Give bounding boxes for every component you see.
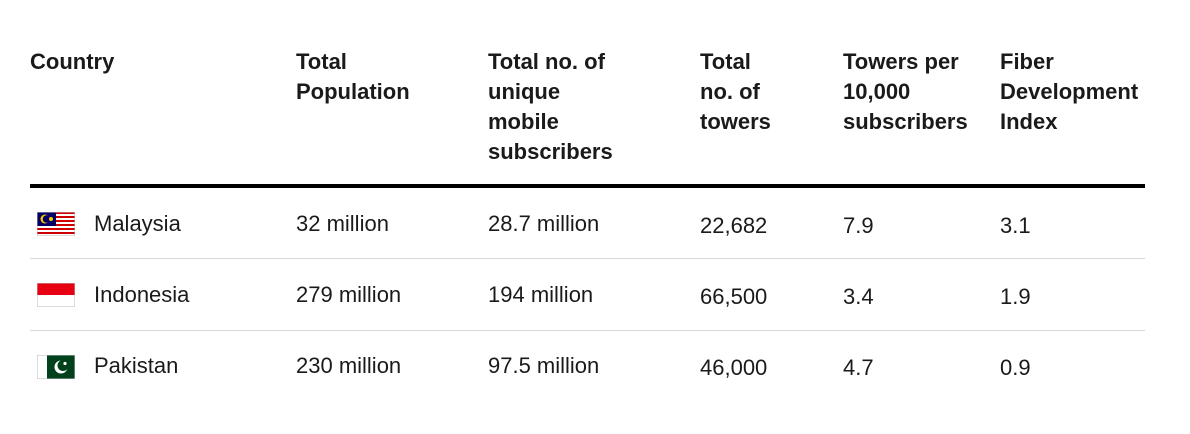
row-divider	[30, 258, 1145, 259]
table-cell: 97.5 million	[488, 353, 600, 378]
column-header: Country	[30, 49, 115, 74]
column-header: Fiber Development Index	[1000, 49, 1139, 134]
column-header: Towers per 10,000 subscribers	[843, 49, 968, 134]
country-name: Pakistan	[94, 353, 179, 378]
flag-pakistan	[37, 355, 75, 379]
column-header: Total no. of towers	[700, 49, 771, 134]
table-cell: 7.9	[843, 213, 874, 238]
table-cell: 4.7	[843, 355, 874, 380]
table-cell: 66,500	[700, 284, 768, 309]
column-header: Total Population	[296, 49, 410, 104]
flag-malaysia	[37, 212, 75, 236]
flag-indonesia	[37, 283, 75, 307]
table-cell: 46,000	[700, 355, 768, 380]
country-name: Indonesia	[94, 282, 190, 307]
header-rule	[30, 184, 1145, 188]
table-cell: 3.4	[843, 284, 874, 309]
table-cell: 28.7 million	[488, 211, 600, 236]
table-cell: 3.1	[1000, 213, 1031, 238]
table-cell: 32 million	[296, 211, 389, 236]
column-header: Total no. of unique mobile subscribers	[488, 49, 613, 164]
table-cell: 230 million	[296, 353, 402, 378]
table-cell: 279 million	[296, 282, 402, 307]
table-cell: 194 million	[488, 282, 594, 307]
country-name: Malaysia	[94, 211, 181, 236]
table-cell: 22,682	[700, 213, 768, 238]
row-divider	[30, 330, 1145, 331]
table-cell: 1.9	[1000, 284, 1031, 309]
table-cell: 0.9	[1000, 355, 1031, 380]
